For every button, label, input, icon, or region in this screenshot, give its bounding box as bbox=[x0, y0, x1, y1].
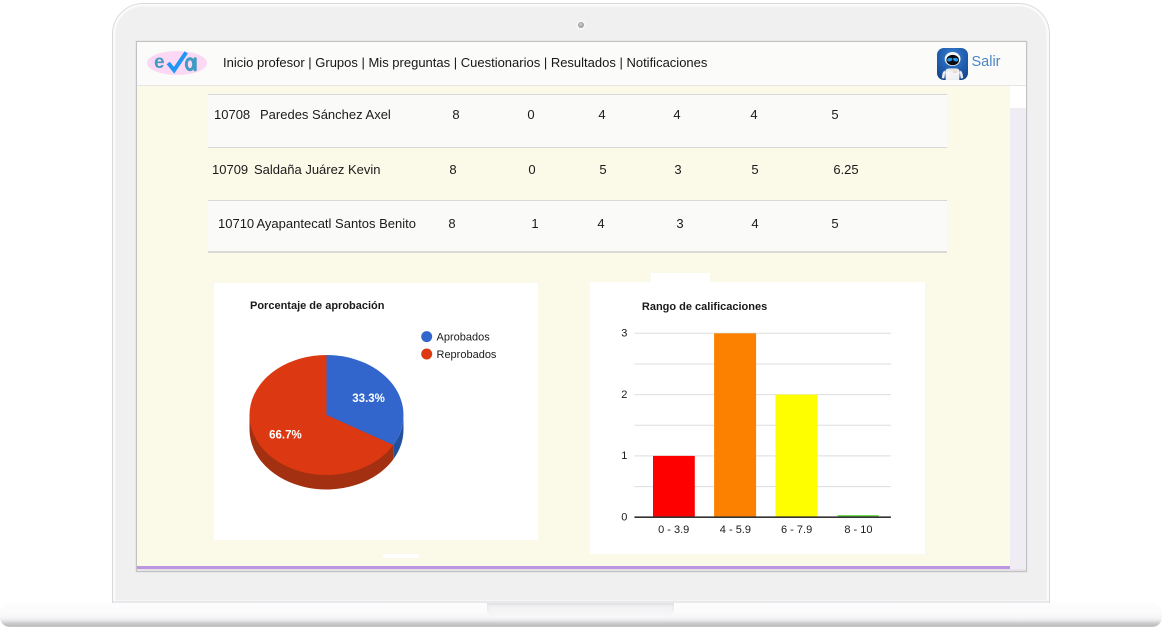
svg-text:8 - 10: 8 - 10 bbox=[844, 524, 872, 536]
svg-text:0: 0 bbox=[621, 512, 627, 524]
svg-text:6 - 7.9: 6 - 7.9 bbox=[781, 524, 812, 536]
svg-text:3: 3 bbox=[621, 328, 627, 340]
svg-text:2: 2 bbox=[621, 389, 627, 401]
svg-text:Aprobados: Aprobados bbox=[437, 332, 491, 344]
svg-text:66.7%: 66.7% bbox=[269, 430, 302, 442]
svg-text:0 - 3.9: 0 - 3.9 bbox=[658, 524, 689, 536]
svg-text:1: 1 bbox=[621, 450, 627, 462]
svg-text:4 - 5.9: 4 - 5.9 bbox=[719, 524, 750, 536]
svg-text:33.3%: 33.3% bbox=[352, 393, 385, 405]
svg-text:Reprobados: Reprobados bbox=[437, 349, 497, 361]
